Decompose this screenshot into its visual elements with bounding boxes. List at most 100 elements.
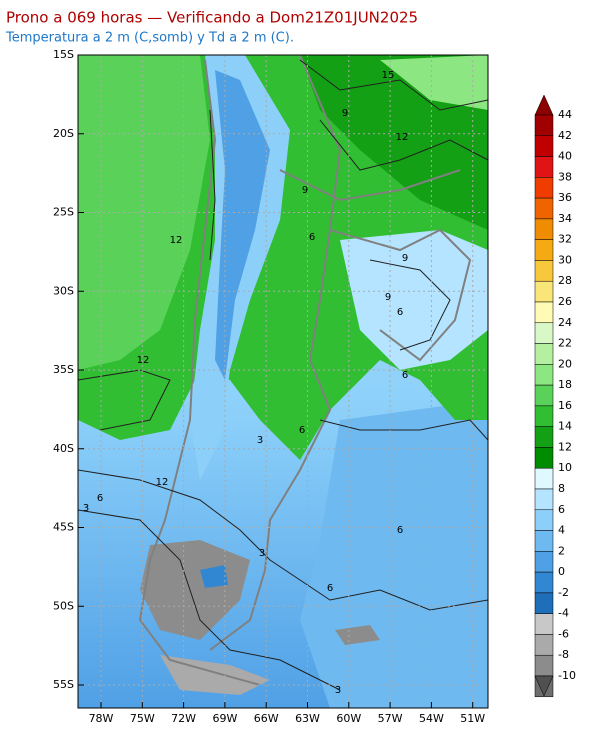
lat-label: 55S [53,678,74,691]
title: Prono a 069 horas — Verificando a Dom21Z… [6,9,418,27]
colorbar-box [534,364,554,386]
lon-label: 69W [212,712,237,725]
colorbar-box [534,384,554,407]
contour-label: 12 [170,235,183,246]
lon-label: 57W [378,712,403,725]
colorbar-box [534,260,554,282]
colorbar-label: 2 [558,544,565,557]
contour-label: 12 [396,132,409,143]
lon-label: 72W [171,712,196,725]
contour-label: 9 [302,185,308,196]
lat-label: 30S [53,284,74,297]
lon-label: 63W [295,712,320,725]
contour-label: 12 [156,477,169,488]
colorbar-label: 42 [558,129,572,142]
colorbar-label: 0 [558,565,565,578]
lon-label: 75W [130,712,155,725]
colorbar-arrow [534,94,554,116]
colorbar-box [534,177,554,199]
colorbar-box [534,135,554,157]
contour-label: 3 [257,435,263,446]
colorbar-label: 20 [558,357,572,370]
colorbar-box [534,322,554,344]
contour-label: 6 [327,583,333,594]
colorbar-label: 8 [558,482,565,495]
contour-label: 6 [402,370,408,381]
colorbar-label: 30 [558,253,572,266]
colorbar-label: 32 [558,233,572,246]
lat-label: 20S [53,127,74,140]
colorbar-label: 14 [558,420,572,433]
colorbar-box [534,301,554,324]
contour-label: 9 [402,253,408,264]
lon-label: 60W [336,712,361,725]
contour-label: 15 [382,70,395,81]
map-frame [77,54,489,709]
colorbar-box [534,467,554,490]
colorbar-box [534,405,554,427]
colorbar-label: 18 [558,378,572,391]
colorbar-label: -6 [558,627,569,640]
colorbar-label: 24 [558,316,572,329]
contour-label: 3 [259,548,265,559]
contour-label: 6 [299,425,305,436]
colorbar-box [534,488,554,511]
colorbar-box [534,530,554,552]
lon-label: 51W [460,712,485,725]
colorbar-box [534,634,554,656]
lon-label: 54W [419,712,444,725]
contour-label: 12 [137,355,150,366]
colorbar-label: 34 [558,212,572,225]
colorbar-label: 10 [558,461,572,474]
colorbar-box [534,447,554,469]
contour-label: 6 [309,232,315,243]
colorbar-label: 38 [558,170,572,183]
colorbar-box [534,551,554,573]
map-field [78,55,488,708]
contour-label: 9 [385,292,391,303]
colorbar-label: 26 [558,295,572,308]
lon-label: 78W [89,712,114,725]
colorbar-box [534,280,554,303]
lat-label: 40S [53,442,74,455]
colorbar-label: -2 [558,586,569,599]
lat-label: 45S [53,521,74,534]
colorbar-box [534,197,554,220]
colorbar-label: 4 [558,524,565,537]
colorbar-label: 28 [558,274,572,287]
contour-label: 9 [342,108,348,119]
contour-label: 6 [397,307,403,318]
colorbar-label: -10 [558,669,576,682]
colorbar-label: 40 [558,150,572,163]
colorbar-box [534,114,554,137]
colorbar-box [534,592,554,614]
contour-label: 3 [83,503,89,514]
colorbar-label: 16 [558,399,572,412]
colorbar-label: -8 [558,648,569,661]
contour-label: 6 [397,525,403,536]
lat-label: 15S [53,48,74,61]
lat-label: 50S [53,599,74,612]
subtitle: Temperatura a 2 m (C,somb) y Td a 2 m (C… [5,31,294,46]
contour-label: 3 [335,685,341,696]
colorbar-box [534,343,554,365]
lat-label: 25S [53,206,74,219]
colorbar-box [534,613,554,635]
colorbar-box [534,571,554,594]
colorbar-box [534,654,554,677]
lon-label: 66W [254,712,279,725]
colorbar-box [534,239,554,261]
colorbar-label: 44 [558,108,572,121]
colorbar-label: 22 [558,337,572,350]
colorbar-box [534,426,554,448]
lat-label: 35S [53,363,74,376]
colorbar-label: 36 [558,191,572,204]
colorbar-label: 6 [558,503,565,516]
colorbar-box [534,156,554,178]
colorbar-box [534,509,554,531]
colorbar-label: 12 [558,440,572,453]
colorbar-label: -4 [558,607,569,620]
colorbar-arrow [534,675,554,697]
contour-label: 6 [97,493,103,504]
